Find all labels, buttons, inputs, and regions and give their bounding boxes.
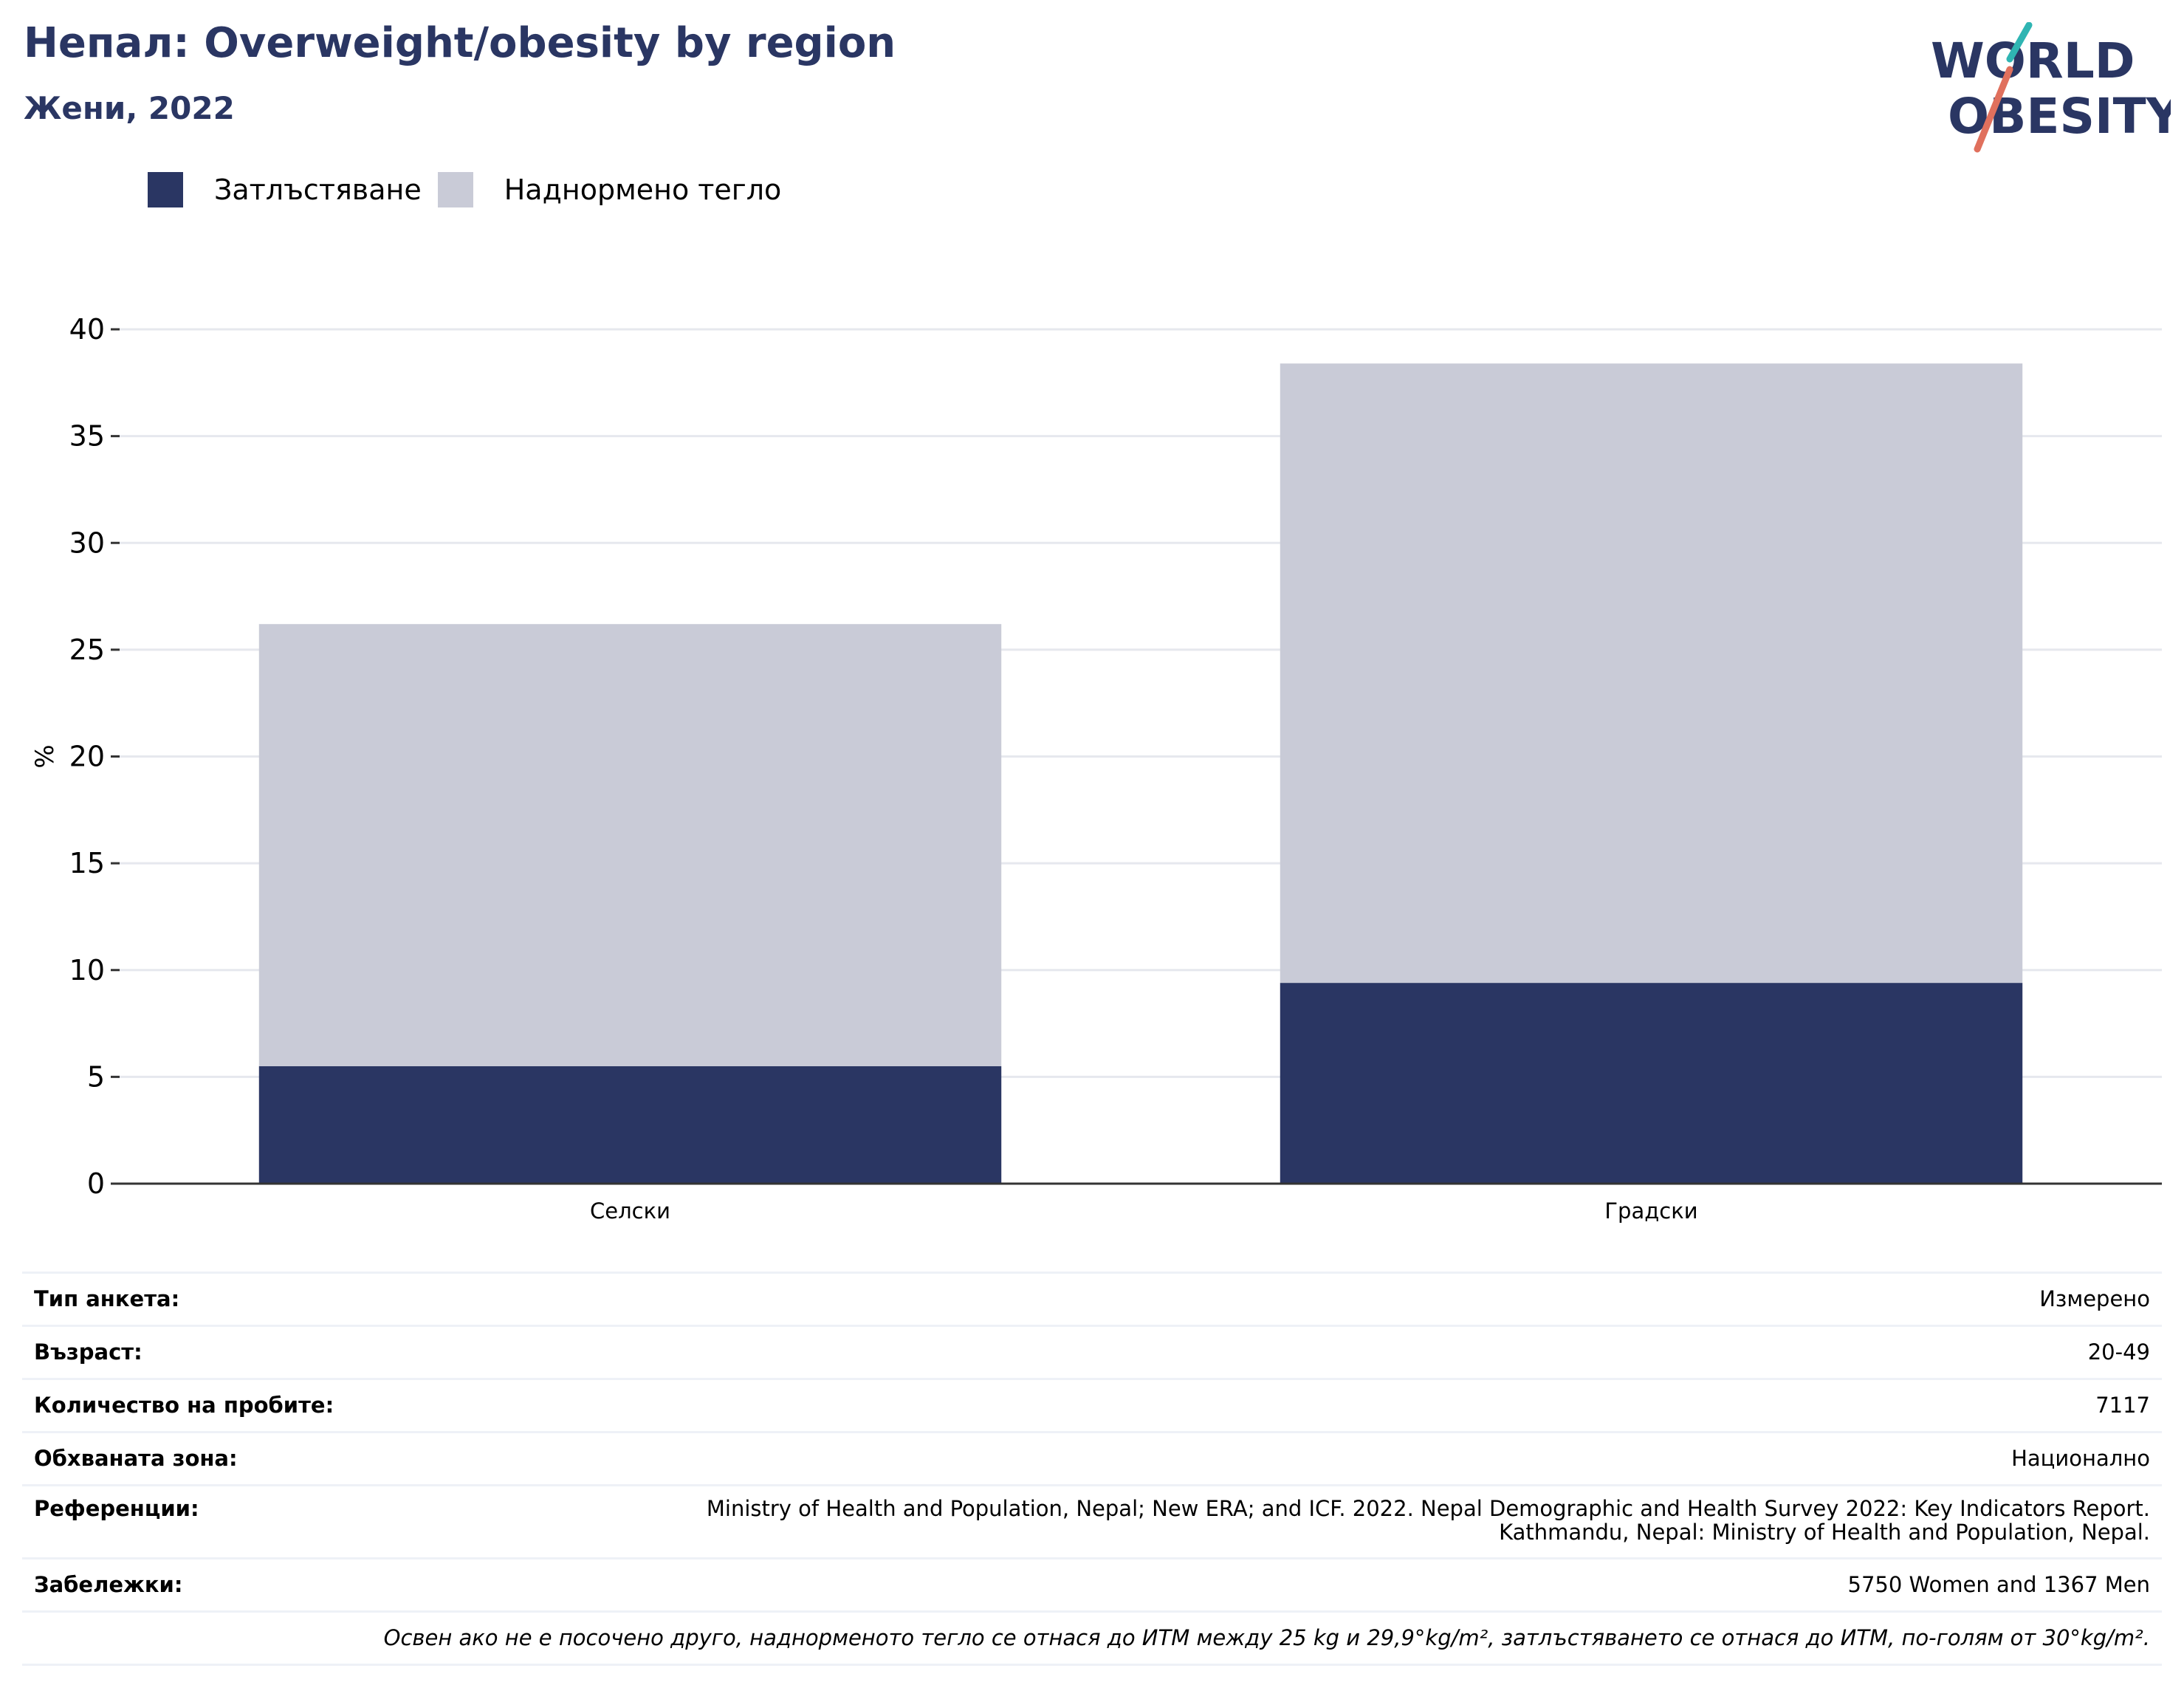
info-value: 7117 bbox=[2095, 1393, 2150, 1418]
y-tick-label: 0 bbox=[87, 1167, 105, 1200]
chart-subtitle: Жени, 2022 bbox=[24, 90, 235, 126]
reference-line: Kathmandu, Nepal: Ministry of Health and… bbox=[1499, 1520, 2150, 1545]
legend-item-obesity: Затлъстяване bbox=[148, 172, 422, 207]
info-value: Измерено bbox=[2039, 1286, 2150, 1311]
info-value: Национално bbox=[2011, 1446, 2150, 1471]
info-row-age: Възраст: 20-49 bbox=[22, 1325, 2162, 1378]
legend-swatch-overweight bbox=[437, 172, 473, 207]
world-obesity-logo: WORLD OBESITY bbox=[1931, 22, 2171, 153]
chart-title: Непал: Overweight/obesity by region bbox=[24, 19, 896, 67]
y-tick-label: 15 bbox=[69, 847, 105, 879]
info-key: Тип анкета: bbox=[34, 1286, 180, 1311]
y-tick-label: 40 bbox=[69, 313, 105, 346]
info-key: Обхваната зона: bbox=[34, 1446, 238, 1471]
y-tick-label: 30 bbox=[69, 526, 105, 559]
y-tick-label: 35 bbox=[69, 420, 105, 453]
info-row-references: Референции: Ministry of Health and Popul… bbox=[22, 1484, 2162, 1557]
info-value: Ministry of Health and Population, Nepal… bbox=[707, 1497, 2150, 1544]
bar-overweight-urban bbox=[1280, 363, 2023, 984]
y-tick-label: 20 bbox=[69, 741, 105, 773]
x-tick-label: Градски bbox=[1604, 1198, 1697, 1224]
y-tick-label: 10 bbox=[69, 954, 105, 986]
info-value: 20-49 bbox=[2087, 1339, 2150, 1365]
svg-text:WORLD: WORLD bbox=[1931, 32, 2135, 89]
info-value: 5750 Women and 1367 Men bbox=[1847, 1572, 2150, 1597]
survey-info-table: Тип анкета: Измерено Възраст: 20-49 Коли… bbox=[22, 1272, 2162, 1666]
legend-label-obesity: Затлъстяване bbox=[214, 174, 422, 206]
info-row-notes: Забележки: 5750 Women and 1367 Men bbox=[22, 1557, 2162, 1610]
bar-obesity-rural bbox=[258, 1066, 1002, 1184]
chart-legend: Затлъстяване Наднормено тегло bbox=[148, 171, 797, 208]
info-key: Забележки: bbox=[34, 1572, 183, 1597]
x-tick-label: Селски bbox=[590, 1198, 670, 1224]
legend-label-overweight: Наднормено тегло bbox=[504, 174, 782, 206]
bar-overweight-rural bbox=[258, 624, 1002, 1066]
info-key: Възраст: bbox=[34, 1339, 142, 1365]
info-key: Количество на пробите: bbox=[34, 1393, 334, 1418]
bar-chart: 0 5 10 15 20 25 30 35 40% Селски Градски bbox=[30, 313, 2162, 1224]
y-axis-label: % bbox=[30, 744, 60, 768]
y-tick-label: 25 bbox=[69, 634, 105, 666]
info-key: Референции: bbox=[34, 1496, 199, 1521]
bar-obesity-urban bbox=[1280, 983, 2023, 1184]
info-row-survey-type: Тип анкета: Измерено bbox=[22, 1272, 2162, 1325]
reference-line: Ministry of Health and Population, Nepal… bbox=[706, 1496, 2150, 1521]
legend-swatch-obesity bbox=[148, 172, 183, 207]
info-row-sample-size: Количество на пробите: 7117 bbox=[22, 1378, 2162, 1431]
info-row-area-covered: Обхваната зона: Национално bbox=[22, 1431, 2162, 1484]
y-tick-label: 5 bbox=[87, 1060, 105, 1093]
legend-item-overweight: Наднормено тегло bbox=[437, 172, 782, 207]
definition-note: Освен ако не е посочено друго, наднормен… bbox=[22, 1610, 2162, 1666]
